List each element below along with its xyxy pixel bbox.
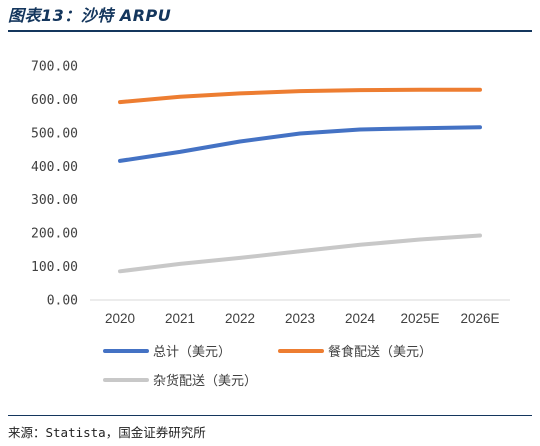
y-tick-label: 200.00 <box>31 227 78 242</box>
series-line-2 <box>118 233 482 274</box>
x-tick-label: 2023 <box>285 311 315 326</box>
legend-label-0: 总计（美元） <box>153 345 231 360</box>
legend-label-1: 餐食配送（美元） <box>328 344 432 360</box>
series-line-0 <box>118 125 482 163</box>
x-tick-label: 2025E <box>400 311 439 326</box>
figure-title: 图表13：沙特 ARPU <box>8 6 172 25</box>
source-note: 来源：Statista，国金证券研究所 <box>8 425 206 440</box>
series-lines <box>118 87 482 274</box>
y-tick-label: 0.00 <box>47 294 78 309</box>
x-tick-label: 2024 <box>345 311 376 326</box>
legend-label-2: 杂货配送（美元） <box>153 373 257 389</box>
y-tick-label: 100.00 <box>31 260 78 275</box>
y-tick-label: 700.00 <box>31 60 78 75</box>
x-tick-label: 2026E <box>460 311 499 326</box>
legend: 总计（美元） 餐食配送（美元） 杂货配送（美元） <box>103 344 432 389</box>
y-tick-label: 400.00 <box>31 160 78 175</box>
x-tick-label: 2020 <box>105 311 135 326</box>
series-line-1 <box>118 87 482 105</box>
x-tick-label: 2022 <box>225 311 255 326</box>
x-tick-label: 2021 <box>165 311 195 326</box>
y-tick-label: 300.00 <box>31 193 78 208</box>
y-tick-label: 600.00 <box>31 93 78 108</box>
bottom-rule <box>8 415 532 416</box>
y-tick-label: 500.00 <box>31 126 78 141</box>
x-axis-ticks: 2020 2021 2022 2023 2024 2025E 2026E <box>105 311 500 326</box>
title-rule <box>8 30 532 32</box>
y-axis-ticks: 0.00 100.00 200.00 300.00 400.00 500.00 600.00… <box>31 60 78 309</box>
